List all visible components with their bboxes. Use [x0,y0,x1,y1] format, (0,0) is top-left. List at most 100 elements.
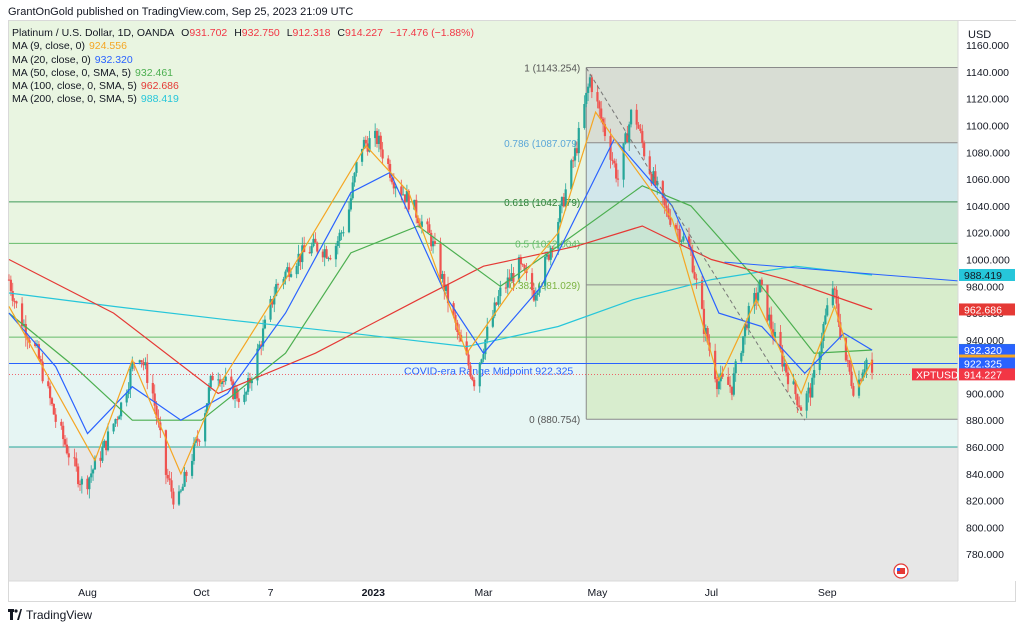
candle-body-147 [390,177,394,183]
candle-body-219 [577,127,580,154]
candle-body-60 [164,430,168,475]
candle-body-14 [41,361,44,382]
candle-body-18 [52,403,55,415]
candle-body-265 [700,279,704,309]
fib-zone-3 [586,243,958,285]
candle-body-76 [205,403,209,414]
candle-body-115 [308,252,311,254]
candle-body-199 [525,270,528,274]
candle-body-227 [600,108,603,119]
candle-body-83 [222,381,225,383]
candle-body-21 [62,425,65,440]
candle-body-197 [521,264,524,266]
candle-body-130 [347,209,351,233]
fib-zone-1 [586,142,958,202]
candle-body-244 [643,142,646,157]
y-tick-label-15: 1080.000 [966,147,1010,159]
candle-body-64 [172,491,175,505]
candle-body-143 [379,135,382,150]
candle-body-307 [809,387,812,398]
candle-body-13 [39,359,42,362]
candle-body-289 [760,279,763,285]
candle-body-315 [831,288,834,306]
candle-body-178 [471,376,474,380]
candle-body-253 [667,208,670,218]
candle-body-191 [506,277,509,288]
candle-body-288 [758,279,762,293]
candle-body-153 [405,190,409,203]
candle-body-0 [7,279,11,281]
x-tick-label-2: 7 [268,587,274,599]
candle-body-25 [73,457,76,459]
candle-body-306 [807,387,810,394]
candle-body-23 [65,444,69,454]
candle-body-89 [237,398,240,403]
candle-body-235 [622,143,625,180]
candle-body-210 [557,221,560,249]
candle-body-75 [204,413,207,442]
candle-body-103 [275,284,278,296]
candle-body-26 [75,458,78,467]
x-tick-label-1: Oct [193,587,209,599]
candle-body-220 [583,103,586,128]
candle-body-208 [549,247,552,260]
candle-body-189 [499,287,502,297]
candle-body-160 [426,221,429,225]
candle-body-262 [691,250,694,273]
candle-body-135 [360,148,364,162]
candle-body-10 [34,343,37,347]
footer-brand[interactable]: TradingView [8,608,92,622]
candle-body-102 [273,295,276,305]
legend-ma9: MA (9, close, 0) 924.556 [12,40,127,53]
candle-body-260 [687,236,691,247]
symbol-tag [912,368,957,381]
candle-body-294 [773,331,777,338]
candle-body-287 [757,292,760,301]
candle-body-121 [323,249,326,258]
candle-body-324 [852,386,855,396]
candle-body-225 [596,92,599,102]
candle-body-72 [194,438,197,443]
candle-body-131 [349,198,352,210]
candle-body-71 [192,442,196,461]
candle-body-171 [454,314,457,323]
candle-body-82 [220,381,224,385]
candle-body-302 [796,394,799,406]
y-tick-label-6: 900.000 [966,388,1004,400]
candle-body-7 [24,323,27,338]
candle-body-90 [243,394,246,403]
price-tag-1 [959,303,1015,316]
legend-symbol-row: Platinum / U.S. Dollar, 1D, OANDA O931.7… [12,27,478,40]
candle-body-69 [185,471,188,476]
candle-body-311 [820,340,823,354]
candle-body-38 [105,440,108,451]
candle-body-157 [417,217,420,224]
candle-body-232 [613,160,616,164]
candle-body-243 [641,131,644,143]
y-tick-label-18: 1140.000 [966,67,1009,79]
candle-body-43 [118,416,121,420]
candle-body-329 [865,359,868,370]
candle-body-113 [301,245,304,263]
candle-body-184 [486,326,489,340]
candle-body-62 [168,478,171,481]
legend-change: −17.476 (−1.88%) [389,27,474,39]
candle-body-163 [431,241,435,247]
candle-body-132 [351,182,354,199]
candle-body-162 [430,232,433,247]
y-tick-label-11: 1000.000 [966,254,1010,266]
candle-body-193 [510,273,513,282]
candle-body-27 [77,466,80,485]
candle-body-168 [445,284,448,291]
candle-body-1 [9,279,12,292]
candle-body-313 [824,315,827,325]
candle-body-231 [611,159,614,161]
candle-body-215 [570,160,573,190]
candle-body-259 [682,236,685,241]
candle-body-81 [218,379,222,385]
candle-body-142 [377,135,380,144]
price-axis-bg [958,21,1016,581]
candle-body-101 [271,299,274,305]
candle-body-70 [190,460,194,476]
